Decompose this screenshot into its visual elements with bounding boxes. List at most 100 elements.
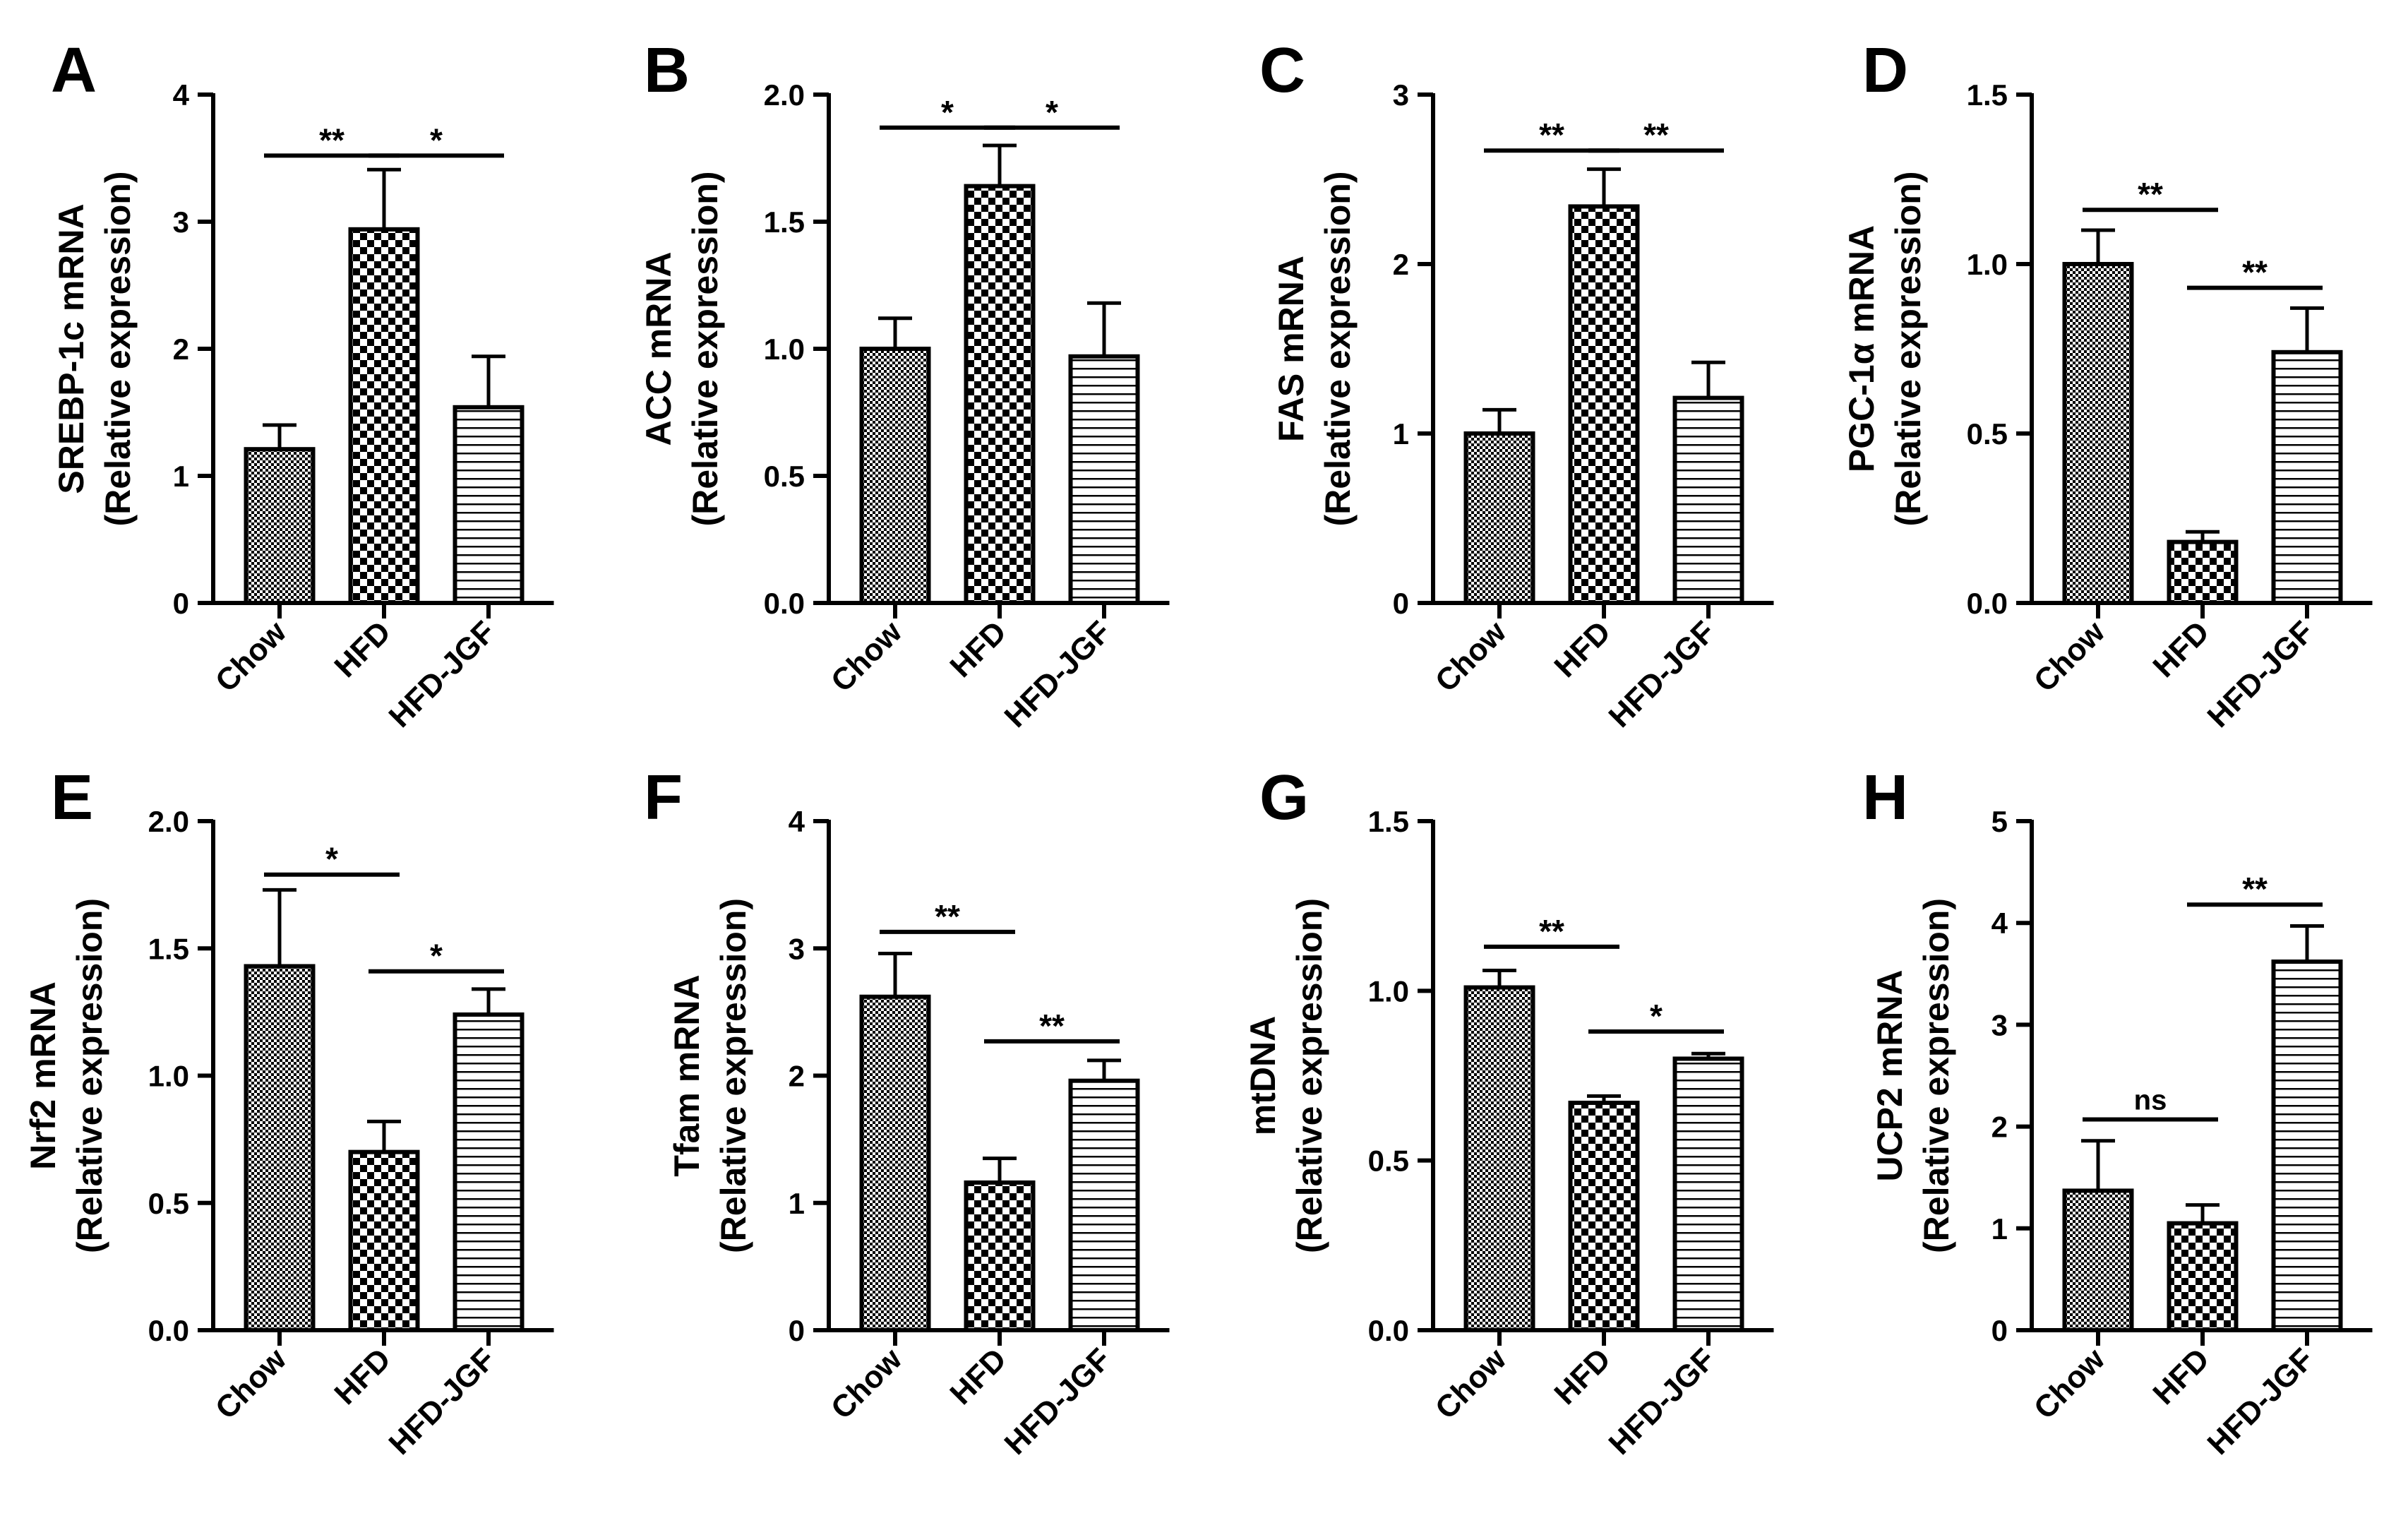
x-tick-label: Chow [1429, 1341, 1514, 1426]
y-tick-label: 1 [1393, 417, 1409, 450]
bar-hfd [1568, 204, 1640, 605]
y-tick-label: 0.5 [1967, 417, 2008, 450]
bar-hfd-jgf [2271, 349, 2343, 605]
x-tick-label: HFD-JGF [1603, 614, 1722, 734]
bar-hfd [348, 1149, 420, 1333]
panel-letter: F [644, 763, 683, 833]
panel-letter: D [1862, 35, 1908, 106]
y-tick-label: 5 [1991, 805, 2008, 838]
y-tick-label: 1.0 [1967, 248, 2008, 281]
x-tick-label: HFD-JGF [998, 1341, 1118, 1461]
bar-hfd [2167, 1221, 2239, 1332]
y-tick-label: 1.0 [1368, 974, 1409, 1008]
significance-label: * [430, 121, 443, 158]
y-tick-label: 2 [1393, 248, 1409, 281]
significance-label: ** [2242, 254, 2268, 291]
panel-c: C 0 1 2 3 FAS mRNA (Relative expression) Chow HF… [1259, 35, 1774, 734]
significance-label: ** [935, 898, 960, 935]
x-tick-label: HFD [1547, 614, 1617, 684]
y-axis-label: (Relative expression) [1888, 172, 1928, 527]
bar-chow [1463, 431, 1535, 605]
x-tick-label: HFD [328, 614, 397, 684]
bar-hfd [1568, 1100, 1640, 1333]
bar-hfd [964, 184, 1036, 606]
panel-letter: E [51, 763, 93, 833]
y-tick-label: 1.5 [1368, 805, 1409, 838]
x-tick-label: HFD-JGF [1603, 1341, 1722, 1461]
y-tick-label: 0.5 [764, 460, 805, 493]
panel-e: E 0.0 0.5 1.0 1.5 2.0 Nrf2 mRNA (Relative expre… [23, 763, 554, 1462]
bar-hfd-jgf [1068, 1078, 1140, 1332]
y-axis-label: (Relative expression) [1917, 898, 1956, 1253]
significance-label: ** [1039, 1008, 1065, 1044]
y-axis-label: (Relative expression) [714, 898, 753, 1253]
y-tick-label: 1.5 [1967, 78, 2008, 112]
panel-letter: A [51, 35, 97, 106]
significance-label: * [430, 938, 443, 974]
y-tick-label: 1.5 [148, 932, 189, 965]
significance-label: ns [2134, 1085, 2167, 1116]
bar-hfd-jgf [1068, 354, 1140, 605]
significance-label: * [325, 841, 338, 878]
panel-a: A 0 1 2 3 4 SREBP-1c mRNA (Relative expression)… [51, 35, 554, 734]
y-axis-label: SREBP-1c mRNA [52, 203, 91, 494]
bar-hfd [964, 1180, 1036, 1333]
y-tick-label: 0 [173, 587, 189, 620]
x-tick-label: HFD [328, 1341, 397, 1411]
y-tick-label: 1 [789, 1187, 805, 1220]
x-tick-label: HFD [943, 1341, 1013, 1411]
y-tick-label: 4 [789, 805, 805, 838]
x-tick-label: HFD-JGF [2201, 1341, 2320, 1461]
significance-label: * [941, 94, 954, 131]
y-tick-label: 1.0 [764, 333, 805, 366]
bar-hfd-jgf [453, 405, 525, 605]
bar-chow [244, 964, 316, 1332]
y-tick-label: 0.5 [148, 1187, 189, 1220]
bar-chow [1463, 985, 1535, 1332]
y-axis-label: (Relative expression) [98, 172, 138, 527]
y-axis-label: (Relative expression) [70, 898, 109, 1253]
y-tick-label: 1.0 [148, 1060, 189, 1093]
y-tick-label: 3 [173, 205, 189, 239]
y-tick-label: 2.0 [764, 78, 805, 112]
y-tick-label: 0.0 [148, 1314, 189, 1347]
x-tick-label: HFD [2146, 614, 2216, 684]
y-axis-label: FAS mRNA [1271, 256, 1311, 442]
x-tick-label: Chow [825, 1341, 909, 1426]
y-tick-label: 2.0 [148, 805, 189, 838]
x-tick-label: HFD-JGF [383, 1341, 502, 1461]
y-axis-label: Nrf2 mRNA [23, 981, 63, 1170]
y-tick-label: 3 [789, 932, 805, 965]
x-tick-label: Chow [1429, 614, 1514, 699]
x-tick-label: Chow [2027, 1341, 2112, 1426]
y-axis-label: UCP2 mRNA [1870, 969, 1910, 1181]
x-tick-label: Chow [825, 614, 909, 699]
significance-label: * [1046, 94, 1058, 131]
y-axis-label: Tfam mRNA [667, 974, 707, 1176]
significance-label: ** [319, 121, 345, 158]
x-tick-label: HFD [1547, 1341, 1617, 1411]
x-tick-label: Chow [209, 614, 294, 699]
x-tick-label: Chow [2027, 614, 2112, 699]
y-tick-label: 0 [789, 1314, 805, 1347]
x-tick-label: HFD-JGF [2201, 614, 2320, 734]
y-axis-label: mtDNA [1243, 1016, 1283, 1135]
y-tick-label: 1 [173, 460, 189, 493]
panel-g: G 0.0 0.5 1.0 1.5 mtDNA (Relative expression) C… [1243, 763, 1774, 1462]
y-tick-label: 0 [1393, 587, 1409, 620]
y-axis-label: (Relative expression) [1318, 172, 1358, 527]
significance-label: ** [1539, 116, 1564, 153]
y-tick-label: 3 [1393, 78, 1409, 112]
y-tick-label: 1 [1991, 1212, 2008, 1245]
y-axis-label: PGC-1α mRNA [1842, 225, 1881, 472]
panel-h: H 0 1 2 3 4 5 UCP2 mRNA (Relative expression) Cho… [1862, 763, 2373, 1462]
y-tick-label: 0 [1991, 1314, 2008, 1347]
x-tick-label: HFD [2146, 1341, 2216, 1411]
y-tick-label: 1.5 [764, 205, 805, 239]
x-tick-label: HFD-JGF [383, 614, 502, 734]
panel-d: D 0.0 0.5 1.0 1.5 PGC-1α mRNA (Relative expres… [1842, 35, 2373, 734]
bar-hfd [2167, 539, 2239, 605]
significance-label: ** [1539, 913, 1564, 950]
y-tick-label: 3 [1991, 1008, 2008, 1041]
